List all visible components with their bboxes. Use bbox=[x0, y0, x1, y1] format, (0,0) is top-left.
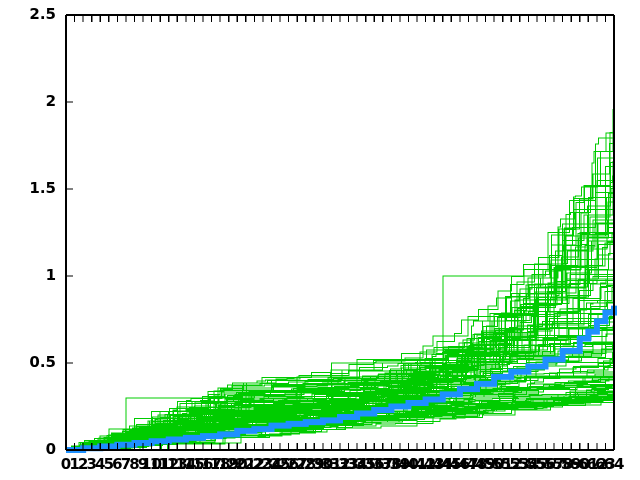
x-tick-label: 54 bbox=[517, 455, 539, 473]
green-curve bbox=[66, 121, 615, 451]
green-curve bbox=[66, 127, 615, 451]
x-tick-label: 19 bbox=[218, 455, 240, 473]
x-tick-label: 47 bbox=[458, 455, 479, 473]
x-tick-label: 30 bbox=[312, 455, 334, 473]
x-tick-label: 9 bbox=[137, 455, 149, 473]
x-tick-label: 63 bbox=[595, 455, 616, 473]
x-tick-label: 64 bbox=[603, 455, 625, 473]
green-curve-outlier bbox=[66, 110, 615, 451]
x-tick-label: 6 bbox=[112, 455, 123, 473]
x-tick-label: 40 bbox=[398, 455, 419, 473]
x-tick-label: 35 bbox=[355, 455, 377, 473]
x-tick-label: 49 bbox=[475, 455, 496, 473]
x-tick-label: 11 bbox=[149, 455, 171, 473]
x-tick-label: 10 bbox=[141, 455, 163, 473]
green-curve bbox=[66, 138, 615, 451]
blue-reference-curve bbox=[66, 305, 617, 453]
x-tick-label: 1 bbox=[69, 455, 80, 473]
x-tick-label: 15 bbox=[184, 455, 205, 473]
y-tick-label: 0.5 bbox=[29, 353, 56, 371]
x-tick-label: 51 bbox=[492, 455, 514, 473]
green-curve bbox=[66, 253, 615, 451]
x-tick-label: 43 bbox=[423, 455, 445, 473]
x-tick-label: 33 bbox=[338, 455, 359, 473]
y-tick-label: 1.5 bbox=[29, 179, 56, 197]
x-tick-label: 55 bbox=[526, 455, 548, 473]
x-tick-label: 32 bbox=[329, 455, 351, 473]
x-tick-marks bbox=[65, 15, 615, 450]
green-curve bbox=[66, 319, 615, 451]
x-tick-label: 3 bbox=[86, 455, 97, 473]
x-tick-label: 61 bbox=[577, 455, 599, 473]
x-tick-label: 42 bbox=[415, 455, 437, 473]
x-tick-label: 34 bbox=[346, 455, 368, 473]
x-tick-label: 0 bbox=[60, 455, 72, 473]
green-curve-group bbox=[66, 104, 615, 451]
x-tick-label: 60 bbox=[569, 455, 591, 473]
x-tick-label: 20 bbox=[226, 455, 248, 473]
x-tick-label: 5 bbox=[103, 455, 115, 473]
green-curve-outlier bbox=[66, 197, 615, 451]
x-tick-label: 22 bbox=[243, 455, 265, 473]
x-tick-label: 59 bbox=[560, 455, 582, 473]
x-tick-label: 37 bbox=[372, 455, 394, 473]
x-tick-label: 16 bbox=[192, 455, 214, 473]
x-tick-label: 7 bbox=[120, 455, 132, 473]
green-curve bbox=[66, 338, 615, 451]
x-tick-label: 62 bbox=[586, 455, 608, 473]
x-tick-label: 39 bbox=[389, 455, 411, 473]
x-tick-label: 36 bbox=[363, 455, 385, 473]
x-tick-label: 21 bbox=[235, 455, 257, 473]
x-tick-label: 57 bbox=[543, 455, 565, 473]
x-tick-label: 23 bbox=[252, 455, 274, 473]
x-tick-label: 18 bbox=[209, 455, 231, 473]
x-tick-label: 13 bbox=[166, 455, 188, 473]
x-tick-label: 41 bbox=[406, 455, 428, 473]
y-tick-label: 2.5 bbox=[29, 5, 56, 23]
x-tick-label: 53 bbox=[509, 455, 531, 473]
x-tick-label: 2 bbox=[77, 455, 89, 473]
y-tick-label: 1 bbox=[45, 266, 56, 284]
x-tick-label: 50 bbox=[483, 455, 505, 473]
x-tick-label: 14 bbox=[175, 455, 197, 473]
x-tick-label: 29 bbox=[303, 455, 325, 473]
green-curve bbox=[66, 177, 615, 451]
x-tick-label: 38 bbox=[380, 455, 402, 473]
x-tick-label: 26 bbox=[278, 455, 300, 473]
x-tick-label: 48 bbox=[466, 455, 488, 473]
y-tick-marks bbox=[66, 14, 73, 451]
x-tick-label: 52 bbox=[500, 455, 522, 473]
x-tick-label: 25 bbox=[269, 455, 291, 473]
green-curve bbox=[66, 198, 615, 451]
x-tick-label: 56 bbox=[535, 455, 556, 473]
x-tick-label: 44 bbox=[432, 455, 454, 473]
y-tick-label: 0 bbox=[45, 440, 56, 458]
x-tick-label: 28 bbox=[295, 455, 317, 473]
x-tick-label: 24 bbox=[261, 455, 282, 473]
x-tick-label: 46 bbox=[449, 455, 471, 473]
x-tick-label: 27 bbox=[286, 455, 308, 473]
green-curve bbox=[66, 367, 615, 451]
x-tick-label: 45 bbox=[440, 455, 462, 473]
x-tick-label: 4 bbox=[95, 455, 106, 473]
y-tick-label: 2 bbox=[45, 92, 56, 110]
x-tick-label: 17 bbox=[201, 455, 222, 473]
x-tick-label: 58 bbox=[552, 455, 574, 473]
x-tick-label: 12 bbox=[158, 455, 180, 473]
x-tick-label: 8 bbox=[129, 455, 140, 473]
green-curve bbox=[66, 188, 615, 451]
green-curve bbox=[66, 285, 615, 451]
x-tick-label: 31 bbox=[321, 455, 342, 473]
